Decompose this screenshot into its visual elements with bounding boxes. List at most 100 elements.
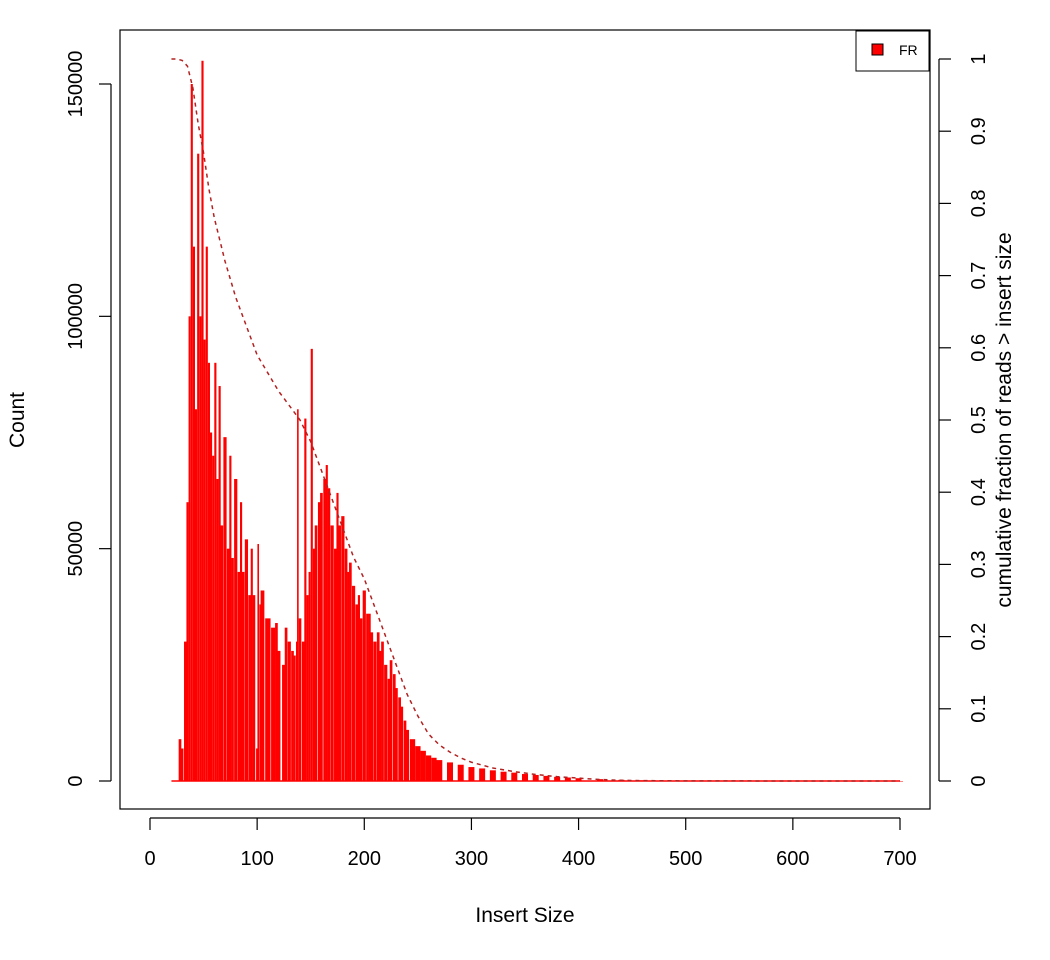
bar — [248, 595, 251, 781]
bar — [241, 571, 245, 781]
bar — [344, 548, 348, 781]
bar — [359, 618, 363, 781]
bar — [468, 767, 475, 781]
bar — [415, 746, 421, 781]
y2-tick-label: 0.4 — [968, 478, 990, 506]
bar — [297, 409, 299, 781]
bar — [276, 650, 281, 781]
x-tick-label: 300 — [455, 848, 488, 870]
bar — [203, 339, 206, 781]
bar — [389, 660, 393, 781]
bar — [310, 348, 313, 781]
bar — [226, 548, 230, 781]
bar — [237, 571, 241, 781]
bar — [500, 771, 507, 781]
bar — [304, 418, 307, 781]
bar — [199, 316, 202, 781]
bar — [341, 516, 345, 781]
bar — [180, 748, 184, 781]
bar — [330, 525, 334, 781]
bar — [257, 544, 260, 781]
y2-tick-label: 0.8 — [968, 189, 990, 217]
bar — [186, 502, 189, 781]
bar — [190, 84, 193, 781]
histogram-bars — [171, 60, 903, 782]
bar — [447, 762, 453, 781]
bar — [398, 697, 401, 781]
y2-axis-title: cumulative fraction of reads > insert si… — [993, 232, 1016, 607]
bar — [403, 720, 407, 781]
legend-label-fr: FR — [899, 42, 918, 58]
bar — [250, 548, 253, 781]
bar — [306, 595, 309, 781]
bar — [405, 729, 410, 781]
bar — [192, 246, 195, 781]
bar — [252, 595, 256, 781]
y2-tick-label: 0.9 — [968, 117, 990, 145]
bar — [212, 455, 215, 781]
bar — [320, 492, 323, 781]
bar — [314, 525, 318, 781]
x-tick-label: 100 — [240, 848, 273, 870]
bar — [229, 455, 232, 781]
bar — [379, 650, 382, 781]
bar — [522, 774, 528, 781]
bar — [197, 153, 200, 781]
x-tick-label: 400 — [562, 848, 595, 870]
bar — [511, 772, 518, 781]
y2-tick-label: 0.3 — [968, 550, 990, 578]
bar — [575, 778, 582, 781]
bar — [387, 678, 391, 781]
y-axis-title: Count — [6, 392, 29, 448]
legend-swatch-fr — [871, 43, 884, 56]
y-tick-label: 150000 — [65, 51, 87, 118]
bar — [201, 60, 204, 781]
bar — [284, 627, 288, 781]
bar — [216, 478, 219, 781]
y-tick-label: 100000 — [65, 283, 87, 350]
legend: FR — [855, 30, 930, 72]
bar — [282, 664, 286, 781]
bar — [489, 770, 496, 781]
bar — [195, 409, 198, 781]
bar — [384, 664, 388, 781]
bar — [325, 465, 328, 781]
bar — [554, 776, 561, 781]
x-tick-label: 500 — [669, 848, 702, 870]
bar — [231, 557, 234, 781]
y2-tick-label: 0.7 — [968, 262, 990, 290]
x-axis: 0 100 200 300 400 500 600 700 — [144, 817, 917, 870]
bar — [188, 316, 191, 781]
bar — [287, 641, 291, 781]
bar — [400, 706, 404, 781]
x-tick-label: 700 — [883, 848, 916, 870]
x-tick-label: 200 — [348, 848, 381, 870]
bar — [347, 571, 350, 781]
bar — [178, 739, 182, 781]
y2-tick-label: 1 — [968, 53, 990, 64]
y-tick-label: 50000 — [65, 521, 87, 577]
bar — [327, 488, 331, 781]
bar — [312, 548, 315, 781]
y-axis-right: 0 0.1 0.2 0.3 0.4 0.5 0.6 0.7 0.8 0.9 1 — [938, 53, 990, 787]
bar — [392, 674, 396, 781]
y-axis-left: 0 50000 100000 150000 — [65, 51, 112, 787]
bar — [373, 641, 377, 781]
bar — [308, 571, 311, 781]
bar — [240, 502, 243, 781]
bar — [409, 739, 416, 781]
bar — [265, 618, 271, 781]
bar — [256, 748, 259, 781]
bar — [564, 777, 571, 781]
bar — [532, 774, 539, 781]
bar — [597, 779, 603, 781]
bar — [291, 650, 294, 781]
bar — [395, 688, 398, 781]
y2-tick-label: 0.5 — [968, 406, 990, 434]
bar — [259, 604, 262, 781]
bar — [368, 613, 371, 781]
x-axis-title: Insert Size — [475, 904, 574, 927]
bar — [338, 525, 341, 781]
y2-tick-label: 0.1 — [968, 695, 990, 723]
